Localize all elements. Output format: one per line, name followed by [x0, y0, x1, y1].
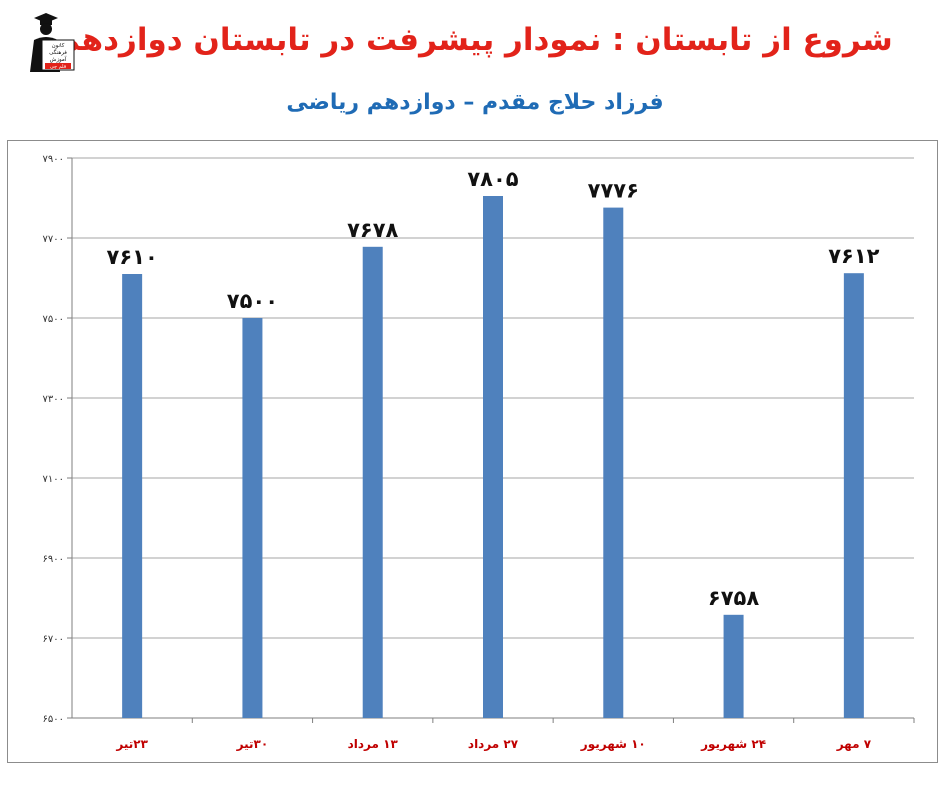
logo-text-line: کانون [52, 42, 65, 49]
bar [603, 207, 624, 718]
data-label: ۷۸۰۵ [467, 167, 518, 191]
chart-subtitle: فرزاد حلاج مقدم – دوازدهم ریاضی [286, 90, 664, 115]
y-tick-label: ۶۷۰۰ [43, 634, 64, 645]
y-tick-label: ۷۱۰۰ [43, 474, 64, 485]
bar-chart: ۶۵۰۰ ۶۷۰۰ ۶۹۰۰ ۷۱۰۰ ۷۳۰۰ ۷۵۰۰ ۷۷۰۰ ۷۹۰۰ ۷۶۱۰ ۲۳تی… [43, 154, 915, 752]
bar [362, 246, 383, 719]
bar [843, 273, 864, 718]
logo-text-line: فرهنگی [49, 49, 67, 56]
data-label: ۷۷۷۶ [588, 179, 639, 203]
y-tick-label: ۷۹۰۰ [43, 154, 64, 165]
data-label: ۷۶۱۲ [828, 244, 879, 268]
y-tick-label: ۶۹۰۰ [43, 554, 64, 565]
graduate-logo-icon: کانون فرهنگی آموزش قلم چی [30, 13, 75, 72]
data-label: ۷۵۰۰ [227, 289, 278, 313]
y-tick-label: ۶۵۰۰ [43, 714, 64, 725]
data-label: ۷۶۷۸ [347, 218, 398, 242]
category-label: ۳۰تیر [236, 737, 269, 751]
y-tick-label: ۷۷۰۰ [43, 234, 64, 245]
category-label: ۱۳ مرداد [348, 737, 399, 751]
category-label: ۱۰ شهریور [580, 737, 646, 752]
category-label: ۲۴ شهریور [700, 737, 766, 752]
category-label: ۲۳تیر [115, 737, 148, 751]
bar [483, 196, 503, 718]
logo-text-line: آموزش [50, 56, 67, 63]
category-label: ۲۷ مرداد [468, 737, 519, 751]
logo-text-line: قلم چی [50, 64, 67, 70]
chart-area: ۶۵۰۰ ۶۷۰۰ ۶۹۰۰ ۷۱۰۰ ۷۳۰۰ ۷۵۰۰ ۷۷۰۰ ۷۹۰۰ ۷۶۱۰ ۲۳تی… [7, 140, 938, 763]
bar [242, 318, 263, 718]
bar [723, 614, 744, 718]
data-label: ۶۷۵۸ [708, 586, 759, 610]
category-label: ۷ مهر [836, 737, 872, 751]
y-tick-label: ۷۳۰۰ [43, 394, 64, 405]
y-tick-label: ۷۵۰۰ [43, 314, 64, 325]
chart-title: شروع از تابستان : نمودار پیشرفت در تابست… [57, 22, 893, 58]
data-label: ۷۶۱۰ [107, 245, 158, 269]
bar [122, 274, 143, 718]
